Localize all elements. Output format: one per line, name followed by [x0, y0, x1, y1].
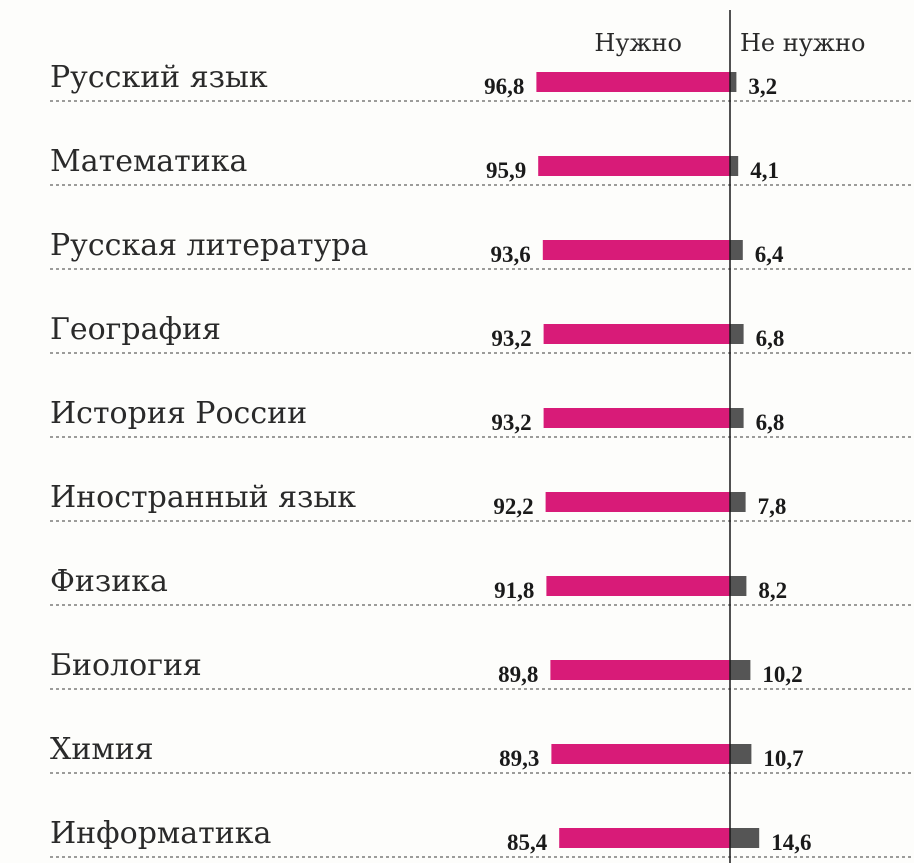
category-label: Биология [50, 648, 202, 683]
value-label-need: 96,8 [484, 74, 524, 99]
value-label-need: 93,2 [491, 326, 531, 351]
category-label: Математика [50, 144, 248, 179]
value-label-not-need: 8,2 [758, 578, 787, 603]
bar-need [543, 324, 730, 344]
value-label-need: 95,9 [486, 158, 526, 183]
value-label-need: 91,8 [494, 578, 534, 603]
bar-not-need [730, 828, 760, 848]
bar-not-need [730, 72, 737, 92]
value-label-not-need: 7,8 [758, 494, 787, 519]
bar-not-need [730, 240, 743, 260]
value-label-need: 89,3 [499, 746, 539, 771]
category-label: География [50, 312, 221, 347]
legend-not-need-label: Не нужно [740, 29, 865, 57]
bar-not-need [730, 408, 744, 428]
value-label-not-need: 6,8 [756, 410, 785, 435]
category-label: Информатика [50, 816, 271, 851]
bar-need [551, 744, 730, 764]
value-label-not-need: 6,8 [756, 326, 785, 351]
bar-not-need [730, 324, 744, 344]
category-label: Иностранный язык [50, 480, 356, 515]
bar-need [542, 240, 730, 260]
value-label-not-need: 3,2 [748, 74, 777, 99]
value-label-not-need: 14,6 [771, 830, 811, 855]
bar-not-need [730, 576, 747, 596]
bar-need [536, 72, 730, 92]
category-label: Химия [50, 732, 154, 767]
value-label-need: 93,6 [491, 242, 531, 267]
bar-need [543, 408, 730, 428]
value-label-need: 85,4 [507, 830, 548, 855]
category-label: История России [50, 396, 307, 431]
category-label: Русский язык [50, 60, 268, 95]
value-label-need: 89,8 [498, 662, 538, 687]
bar-not-need [730, 156, 739, 176]
bar-not-need [730, 492, 746, 512]
value-label-not-need: 10,7 [763, 746, 803, 771]
value-label-need: 93,2 [491, 410, 531, 435]
category-label: Русская литература [50, 228, 368, 263]
bar-need [545, 492, 730, 512]
legend-need-label: Нужно [594, 29, 682, 57]
value-label-need: 92,2 [493, 494, 533, 519]
category-label: Физика [50, 564, 168, 599]
bar-need [546, 576, 730, 596]
value-label-not-need: 4,1 [750, 158, 779, 183]
value-label-not-need: 10,2 [762, 662, 802, 687]
bar-not-need [730, 744, 752, 764]
value-label-not-need: 6,4 [755, 242, 784, 267]
chart-rows: Русский язык 96,8 3,2 Математика 95,9 4,1 Русс… [50, 60, 914, 858]
bar-need [559, 828, 730, 848]
bar-need [538, 156, 730, 176]
bar-need [550, 660, 730, 680]
bar-not-need [730, 660, 751, 680]
